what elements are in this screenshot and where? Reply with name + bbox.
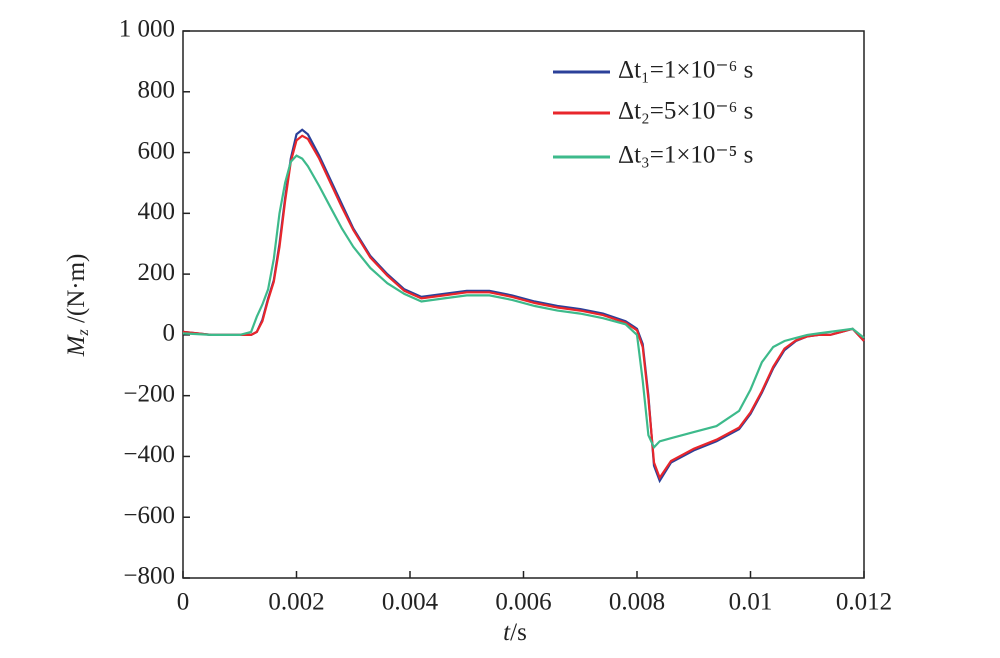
x-tick-label: 0.01 xyxy=(729,589,773,616)
y-tick-label: −800 xyxy=(123,563,175,590)
y-tick-label: 600 xyxy=(138,137,176,164)
x-tick-label: 0.002 xyxy=(268,589,324,616)
y-tick-label: 1 000 xyxy=(119,16,175,43)
x-axis-label: t/s xyxy=(503,619,527,646)
x-tick-label: 0 xyxy=(177,589,190,616)
legend-label: Δt₃=1×10⁻⁵ s xyxy=(618,142,753,169)
series-line xyxy=(182,154,865,450)
y-tick-label: −400 xyxy=(123,441,175,468)
legend-label: Δt₁=1×10⁻⁶ s xyxy=(618,57,753,84)
x-tick-label: 0.008 xyxy=(609,589,665,616)
y-tick-label: 200 xyxy=(138,259,176,286)
y-label-unit: /(N·m) xyxy=(63,254,90,330)
x-tick-label: 0.012 xyxy=(836,589,892,616)
x-tick-label: 0.004 xyxy=(382,589,439,616)
y-label-sub: z xyxy=(75,329,92,337)
y-tick-label: −200 xyxy=(123,380,175,407)
plot-frame xyxy=(182,30,865,579)
y-tick-label: 800 xyxy=(138,77,176,104)
y-tick-label: 400 xyxy=(138,198,176,225)
y-label-var: M xyxy=(63,334,90,357)
x-label-unit: /s xyxy=(510,619,527,646)
x-label-var: t xyxy=(503,619,511,646)
series-line xyxy=(182,134,865,481)
y-tick-label: −600 xyxy=(123,502,175,529)
x-tick-label: 0.006 xyxy=(495,589,551,616)
y-tick-label: 0 xyxy=(163,320,176,347)
y-axis-label: Mz /(N·m) xyxy=(63,254,92,358)
legend-label: Δt₂=5×10⁻⁶ s xyxy=(618,98,753,125)
